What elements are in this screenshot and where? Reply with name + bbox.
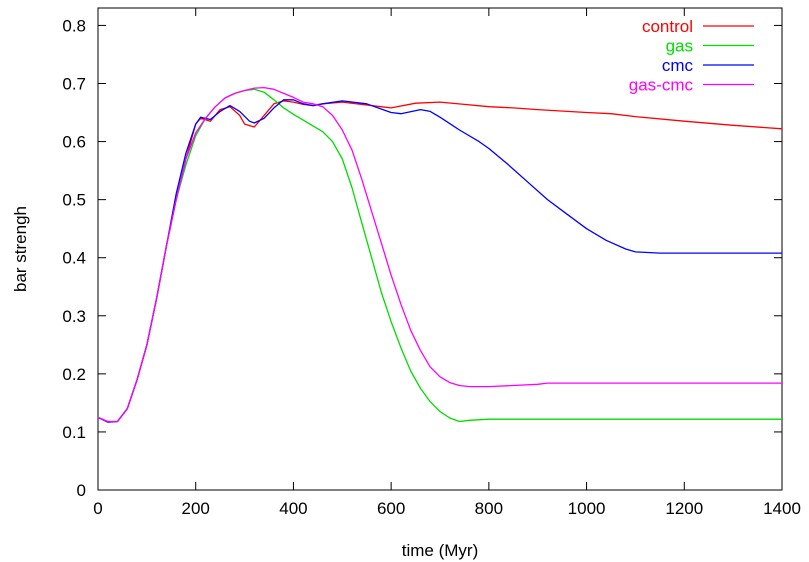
series-line-gas-cmc (97, 86, 782, 423)
y-axis-title: bar strengh (11, 206, 30, 292)
y-tick-label: 0.2 (62, 365, 86, 384)
series-line-gas (97, 88, 782, 423)
x-tick-label: 200 (182, 499, 210, 518)
legend-label-gas-cmc: gas-cmc (629, 76, 694, 95)
series-line-control (97, 100, 783, 423)
series-group (97, 86, 783, 423)
x-tick-label: 1200 (665, 499, 703, 518)
legend-label-control: control (642, 17, 693, 36)
y-tick-label: 0.1 (62, 423, 86, 442)
y-tick-label: 0.3 (62, 307, 86, 326)
legend-label-cmc: cmc (662, 56, 694, 75)
y-tick-label: 0.5 (62, 191, 86, 210)
y-tick-label: 0.6 (62, 133, 86, 152)
y-tick-label: 0.7 (62, 74, 86, 93)
y-tick-label: 0.8 (62, 16, 86, 35)
x-tick-label: 0 (93, 499, 102, 518)
x-tick-label: 800 (475, 499, 503, 518)
x-tick-label: 600 (377, 499, 405, 518)
series-line-cmc (97, 99, 782, 423)
y-tick-label: 0 (77, 481, 86, 500)
x-tick-label: 1400 (763, 499, 801, 518)
x-tick-label: 400 (279, 499, 307, 518)
plot-frame (97, 7, 783, 491)
ticks: 0 200 400 600 800 1000 1200 1400 0 0.1 0.2 0.3 0.4 0.… (62, 8, 801, 518)
legend-label-gas: gas (666, 37, 693, 56)
y-tick-label: 0.4 (62, 249, 86, 268)
x-tick-label: 1000 (568, 499, 606, 518)
x-axis-title: time (Myr) (402, 541, 478, 560)
